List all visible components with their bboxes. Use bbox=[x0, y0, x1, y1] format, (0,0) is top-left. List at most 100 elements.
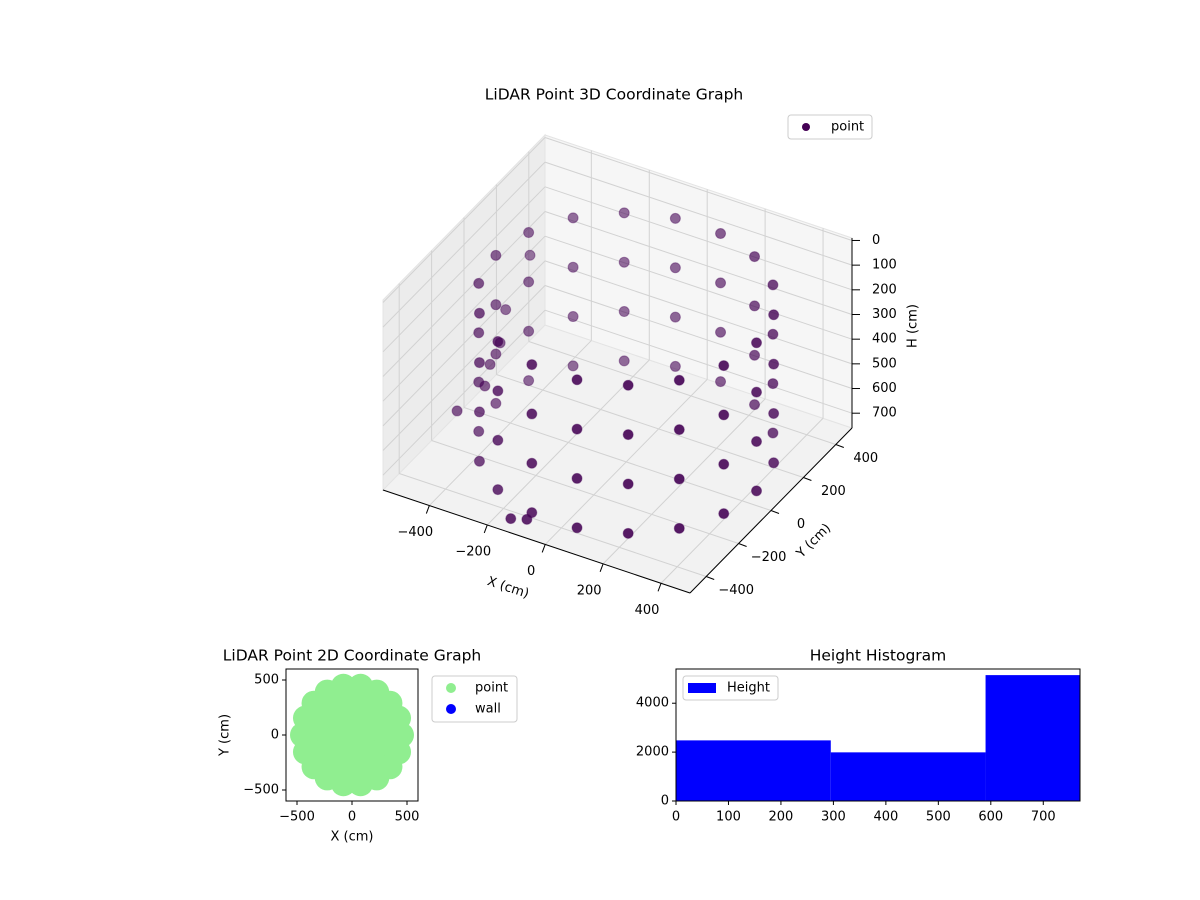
z-axis-label: H (cm) bbox=[906, 304, 921, 348]
grid-line bbox=[382, 186, 853, 353]
point bbox=[767, 328, 779, 340]
grid-line bbox=[382, 260, 853, 427]
x-axis-label: X (cm) bbox=[331, 830, 374, 845]
grid-line bbox=[382, 136, 853, 303]
point bbox=[768, 407, 780, 419]
y-tick bbox=[803, 477, 812, 481]
y-tick-label: −400 bbox=[718, 583, 754, 598]
point bbox=[673, 473, 685, 485]
x-tick-label: −400 bbox=[397, 525, 433, 540]
point bbox=[492, 434, 504, 446]
x-tick-label: 200 bbox=[577, 583, 602, 598]
point bbox=[718, 508, 730, 520]
legend-patch bbox=[688, 683, 716, 693]
chart-title: Height Histogram bbox=[810, 647, 947, 665]
point bbox=[669, 360, 681, 372]
point bbox=[618, 207, 630, 219]
point bbox=[768, 358, 780, 370]
x-tick-label: −500 bbox=[279, 810, 315, 825]
y-axis-label: Y (cm) bbox=[218, 714, 233, 757]
y-tick-label: 0 bbox=[797, 517, 805, 532]
y-tick bbox=[835, 444, 844, 448]
x-tick-label: 700 bbox=[1031, 810, 1056, 825]
y-tick-label: 2000 bbox=[636, 745, 669, 760]
x-tick-label: 600 bbox=[978, 810, 1003, 825]
point bbox=[751, 485, 763, 497]
z-tick-label: 600 bbox=[872, 381, 897, 396]
legend-marker bbox=[446, 704, 456, 714]
x-tick-label: −200 bbox=[455, 544, 491, 559]
point bbox=[673, 374, 685, 386]
point bbox=[526, 408, 538, 420]
legend-marker bbox=[446, 683, 456, 693]
point bbox=[490, 299, 502, 311]
point bbox=[348, 673, 374, 699]
plot-frame bbox=[675, 668, 1081, 802]
y-tick bbox=[738, 543, 747, 547]
legend-label: point bbox=[831, 120, 864, 135]
point bbox=[490, 397, 502, 409]
x-tick bbox=[425, 505, 430, 514]
point bbox=[567, 212, 579, 224]
chart-title: LiDAR Point 3D Coordinate Graph bbox=[485, 86, 743, 104]
y-tick-label: −500 bbox=[243, 783, 279, 798]
legend-label: wall bbox=[475, 702, 501, 717]
x-tick-label: 0 bbox=[348, 810, 356, 825]
point bbox=[673, 424, 685, 436]
y-tick bbox=[706, 576, 715, 580]
point bbox=[505, 513, 517, 525]
point bbox=[484, 358, 496, 370]
y-tick bbox=[770, 510, 780, 514]
legend-label: Height bbox=[727, 681, 770, 696]
y-tick-label: 0 bbox=[271, 728, 279, 743]
point bbox=[669, 311, 681, 323]
point bbox=[669, 212, 681, 224]
x-tick bbox=[541, 544, 546, 553]
x-axis-label: X (cm) bbox=[485, 574, 531, 602]
point bbox=[521, 513, 533, 525]
point bbox=[451, 405, 463, 417]
chart-title: LiDAR Point 2D Coordinate Graph bbox=[223, 647, 481, 665]
x-axis-line bbox=[382, 489, 691, 594]
bar bbox=[830, 752, 986, 801]
y-axis-line bbox=[689, 427, 853, 594]
grid-line bbox=[463, 217, 772, 511]
point bbox=[718, 458, 730, 470]
point bbox=[567, 261, 579, 273]
point bbox=[622, 429, 634, 441]
point bbox=[767, 427, 779, 439]
grid-line bbox=[528, 151, 836, 445]
point bbox=[622, 527, 634, 539]
legend-box bbox=[682, 675, 779, 701]
z-tick-label: 300 bbox=[872, 307, 897, 322]
grid-line bbox=[382, 309, 853, 476]
point bbox=[567, 360, 579, 372]
bar bbox=[985, 675, 1080, 801]
point bbox=[718, 409, 730, 421]
point bbox=[618, 306, 630, 318]
point bbox=[523, 276, 535, 288]
point bbox=[571, 472, 583, 484]
x-tick-label: 400 bbox=[873, 810, 898, 825]
point bbox=[768, 457, 780, 469]
point bbox=[622, 379, 634, 391]
point bbox=[768, 309, 780, 321]
point bbox=[526, 359, 538, 371]
point bbox=[473, 425, 485, 437]
point bbox=[749, 399, 761, 411]
point bbox=[715, 277, 727, 289]
z-tick-label: 700 bbox=[872, 406, 897, 421]
point bbox=[500, 304, 512, 316]
x-tick bbox=[657, 583, 662, 592]
point bbox=[473, 357, 485, 369]
point bbox=[751, 386, 763, 398]
point bbox=[749, 300, 761, 312]
z-tick-label: 0 bbox=[872, 233, 880, 248]
point bbox=[473, 307, 485, 319]
point bbox=[479, 380, 491, 392]
legend-marker bbox=[802, 123, 810, 131]
point bbox=[386, 739, 412, 765]
point bbox=[523, 227, 535, 239]
point bbox=[571, 522, 583, 534]
x-tick-label: 200 bbox=[769, 810, 794, 825]
